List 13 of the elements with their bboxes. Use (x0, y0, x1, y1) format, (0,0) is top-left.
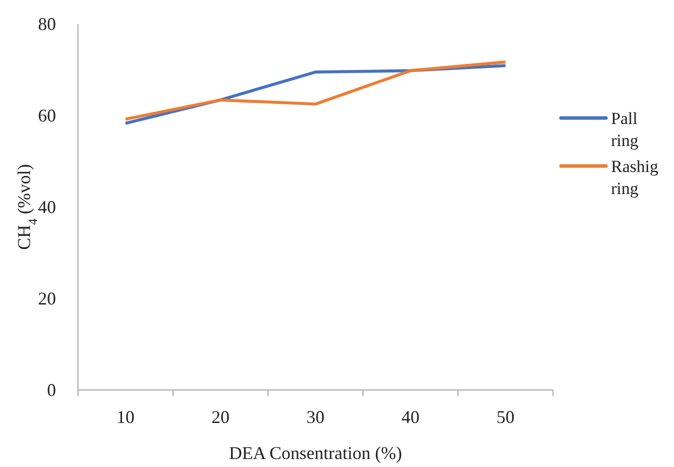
x-tick-label: 30 (306, 407, 324, 427)
y-tick-label: 60 (38, 106, 56, 126)
x-tick-label: 20 (212, 407, 230, 427)
x-tick-label: 10 (116, 407, 134, 427)
x-tick-label: 40 (402, 407, 420, 427)
y-tick-label: 40 (38, 197, 56, 217)
y-tick-label: 0 (47, 380, 56, 400)
y-tick-label: 20 (38, 288, 56, 308)
x-tick-label: 50 (496, 407, 514, 427)
y-tick-label: 80 (38, 14, 56, 34)
legend-label: Pall ring (611, 109, 639, 150)
legend-label: Rashig ring (611, 157, 659, 198)
x-axis-title: DEA Consentration (%) (229, 443, 402, 463)
